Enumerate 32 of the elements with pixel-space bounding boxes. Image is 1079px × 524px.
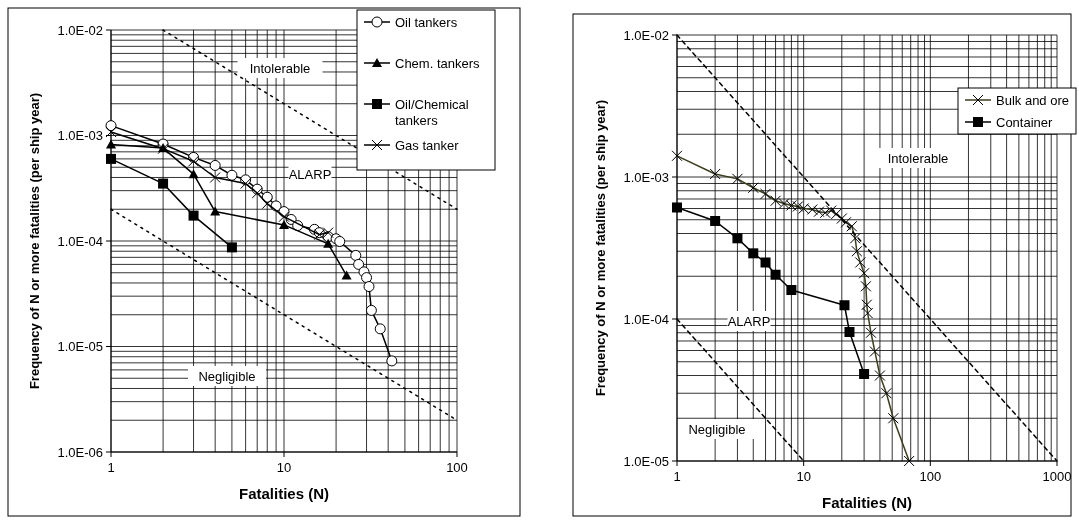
x-tick-label: 10 (276, 460, 292, 475)
legend-label: Oil/Chemical tankers (395, 97, 469, 128)
x-tick-label: 1 (107, 460, 115, 475)
y-tick-label: 1.0E-05 (57, 339, 103, 354)
x-axis-title: Fatalities (N) (821, 494, 913, 511)
y-axis-title: Frequency of N or more fatalities (per ship year) (27, 92, 42, 390)
x-tick-label: 100 (446, 460, 468, 475)
annotation: ALARP (727, 314, 771, 329)
y-tick-label: 1.0E-04 (623, 311, 669, 327)
x-tick-label: 10 (796, 469, 811, 484)
annotation: ALARP (288, 167, 332, 182)
annotation: Intolerable (887, 151, 949, 166)
legend-label: Container (996, 115, 1054, 130)
annotation: Negligible (198, 369, 256, 384)
y-tick-label: 1.0E-06 (57, 444, 103, 460)
y-tick-label: 1.0E-03 (623, 169, 669, 185)
annotation: Negligible (688, 422, 746, 437)
x-tick-label: 1 (673, 469, 681, 484)
y-tick-label: 1.0E-05 (623, 453, 669, 469)
y-tick-label: 1.0E-03 (57, 128, 103, 143)
annotation: Intolerable (249, 61, 311, 76)
x-axis-title: Fatalities (N) (238, 485, 330, 502)
legend-label: Oil tankers (395, 15, 458, 30)
x-tick-label: 100 (919, 469, 942, 484)
x-tick-label: 1000 (1042, 469, 1072, 484)
legend-label: Gas tanker (395, 138, 460, 153)
legend-label: Bulk and ore (996, 93, 1069, 108)
y-axis-title: Frequency of N or more fatalities (per ship year) (593, 99, 608, 397)
y-tick-label: 1.0E-04 (57, 233, 103, 249)
legend-label: Chem. tankers (395, 56, 481, 71)
y-tick-label: 1.0E-02 (623, 27, 669, 43)
y-tick-label: 1.0E-02 (57, 22, 103, 38)
